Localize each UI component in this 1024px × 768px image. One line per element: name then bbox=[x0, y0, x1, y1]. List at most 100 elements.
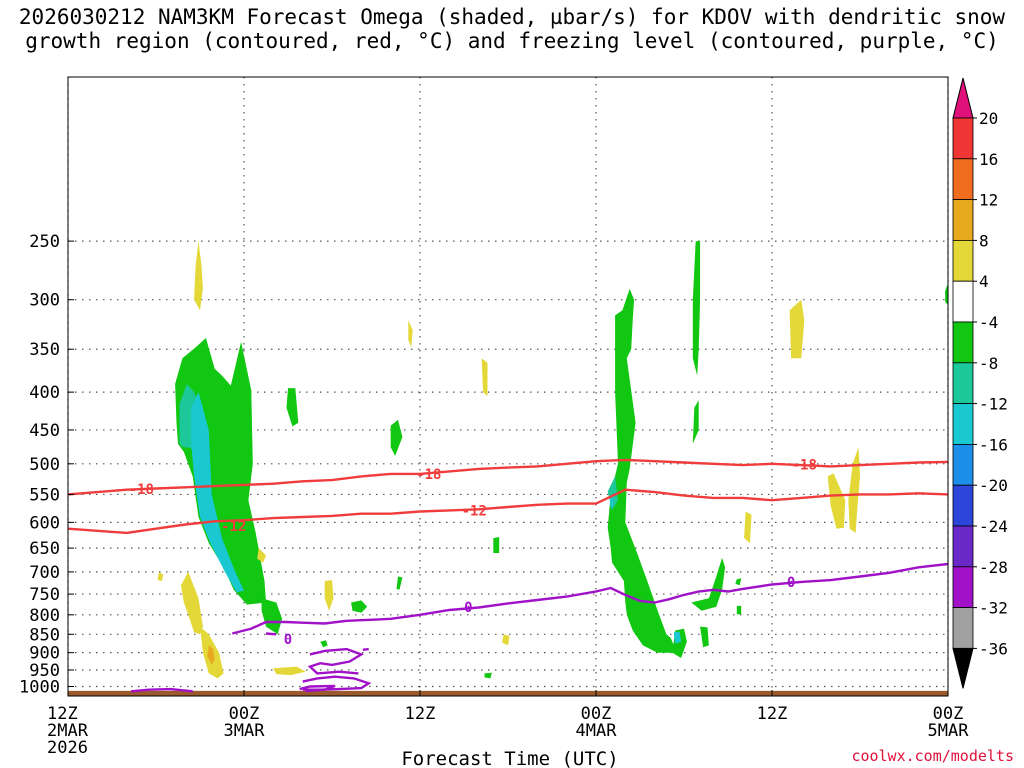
dgz-contour-label-0: -18 bbox=[129, 482, 154, 498]
omega-region-24 bbox=[609, 494, 614, 509]
frz-contour-label-0: 0 bbox=[464, 600, 472, 616]
x-tick-label-24-0: 12Z bbox=[405, 704, 436, 724]
dgz-contour-label-extra-12-mid: -12 bbox=[462, 503, 487, 519]
omega-region-26 bbox=[673, 631, 682, 644]
omega-region-18 bbox=[481, 358, 488, 397]
dgz-contour-0 bbox=[68, 458, 948, 496]
colorbar-label-13: -36 bbox=[979, 639, 1008, 658]
y-tick-label-650: 650 bbox=[29, 539, 60, 559]
colorbar-label-12: -32 bbox=[979, 599, 1008, 618]
omega-region-33 bbox=[744, 511, 752, 544]
chart-title-line-2: growth region (contoured, red, °C) and f… bbox=[25, 29, 999, 53]
omega-region-31 bbox=[735, 578, 742, 586]
omega-region-27 bbox=[692, 400, 699, 444]
colorbar-bottom-arrow bbox=[952, 647, 974, 689]
omega-region-6 bbox=[207, 645, 215, 665]
x-tick-label-0-2: 2026 bbox=[47, 738, 88, 758]
y-tick-label-300: 300 bbox=[29, 291, 60, 311]
colorbar-label-4: 4 bbox=[979, 272, 989, 291]
colorbar-bin-2 bbox=[952, 158, 974, 201]
frz-low-loop-3 bbox=[130, 687, 193, 693]
y-tick-label-750: 750 bbox=[29, 585, 60, 605]
dgz-contour-1 bbox=[68, 488, 948, 535]
colorbar-bin-13 bbox=[952, 607, 974, 649]
y-tick-label-950: 950 bbox=[29, 661, 60, 681]
colorbar-label-11: -28 bbox=[979, 558, 1008, 577]
omega-region-30 bbox=[700, 626, 709, 648]
omega-region-4 bbox=[180, 571, 203, 635]
y-tick-label-1000: 1000 bbox=[19, 678, 60, 698]
colorbar-bin-6 bbox=[952, 321, 974, 364]
x-tick-label-60-0: 00Z bbox=[933, 704, 964, 724]
y-tick-label-850: 850 bbox=[29, 625, 60, 645]
y-tick-label-800: 800 bbox=[29, 606, 60, 626]
colorbar-label-1: 16 bbox=[979, 150, 998, 169]
omega-region-0 bbox=[194, 241, 203, 311]
x-tick-label-12-0: 00Z bbox=[229, 704, 260, 724]
x-tick-label-48-0: 12Z bbox=[757, 704, 788, 724]
y-tick-label-550: 550 bbox=[29, 485, 60, 505]
omega-region-28 bbox=[692, 241, 701, 376]
frz-contour-label-1: 0 bbox=[284, 632, 292, 648]
frz-low-loop-1 bbox=[302, 675, 372, 691]
y-tick-label-500: 500 bbox=[29, 455, 60, 475]
colorbar-top-arrow bbox=[952, 77, 974, 119]
omega-region-10 bbox=[261, 598, 283, 635]
y-axis: 2503003504004505005506006507007508008509… bbox=[19, 232, 74, 698]
colorbar-label-5: -4 bbox=[979, 313, 998, 332]
frz-low-loop-2 bbox=[299, 684, 336, 693]
omega-region-20 bbox=[502, 634, 510, 646]
colorbar-label-0: 20 bbox=[979, 109, 998, 128]
dgz-contour-label-extra-18-east: -18 bbox=[792, 457, 817, 473]
colorbar-label-9: -20 bbox=[979, 476, 1008, 495]
omega-region-19 bbox=[493, 537, 500, 553]
y-tick-label-450: 450 bbox=[29, 421, 60, 441]
colorbar-bin-7 bbox=[952, 362, 974, 404]
frz-low-loop-5 bbox=[265, 632, 277, 636]
omega-region-1 bbox=[175, 338, 266, 605]
colorbar-label-10: -24 bbox=[979, 517, 1008, 536]
omega-region-8 bbox=[257, 548, 266, 563]
y-tick-label-900: 900 bbox=[29, 644, 60, 664]
omega-region-36 bbox=[848, 447, 860, 533]
colorbar-bin-10 bbox=[952, 484, 974, 527]
colorbar-label-8: -16 bbox=[979, 435, 1008, 454]
ground-layer bbox=[68, 690, 948, 696]
omega-region-35 bbox=[827, 473, 846, 529]
omega-region-37 bbox=[945, 283, 948, 305]
x-tick-label-60-1: 5MAR bbox=[928, 721, 970, 741]
omega-region-29 bbox=[691, 557, 726, 611]
credit-link[interactable]: coolwx.com/modelts bbox=[851, 747, 1014, 765]
omega-region-9 bbox=[273, 666, 306, 676]
y-tick-label-700: 700 bbox=[29, 563, 60, 583]
colorbar-label-6: -8 bbox=[979, 354, 998, 373]
frz-contour-label-extra-east: 0 bbox=[787, 575, 795, 591]
colorbar-label-7: -12 bbox=[979, 395, 1008, 414]
colorbar-bin-9 bbox=[952, 443, 974, 486]
x-tick-label-36-0: 00Z bbox=[581, 704, 612, 724]
colorbar-bin-11 bbox=[952, 525, 974, 568]
omega-region-13 bbox=[320, 640, 328, 648]
frz-contour-1 bbox=[232, 618, 377, 635]
x-tick-label-0-1: 2MAR bbox=[47, 721, 89, 741]
ground-fill bbox=[68, 690, 948, 696]
frz-low-loop-0 bbox=[307, 647, 365, 675]
omega-region-17 bbox=[396, 576, 403, 590]
omega-region-12 bbox=[324, 580, 334, 611]
plot-frame bbox=[67, 76, 949, 697]
colorbar-bin-1 bbox=[952, 117, 974, 160]
freezing-level-contours bbox=[130, 562, 948, 693]
omega-region-16 bbox=[408, 320, 413, 348]
chart-title-line-1: 2026030212 NAM3KM Forecast Omega (shaded… bbox=[18, 5, 1006, 29]
omega-region-3 bbox=[191, 392, 244, 593]
frz-low-loop-4 bbox=[362, 647, 369, 651]
omega-region-21 bbox=[484, 672, 492, 679]
contour-labels: -18 -12 -18 -18 -12 0 0 0 bbox=[129, 457, 817, 648]
omega-shading bbox=[157, 241, 948, 679]
colorbar: 20 16 12 8 4 -4 -8 -12 -16 -20 -24 -28 -32 -36 bbox=[952, 77, 1008, 689]
dendritic-growth-contours bbox=[68, 458, 948, 535]
colorbar-bin-12 bbox=[952, 566, 974, 608]
colorbar-bin-3 bbox=[952, 199, 974, 241]
y-tick-label-600: 600 bbox=[29, 513, 60, 533]
